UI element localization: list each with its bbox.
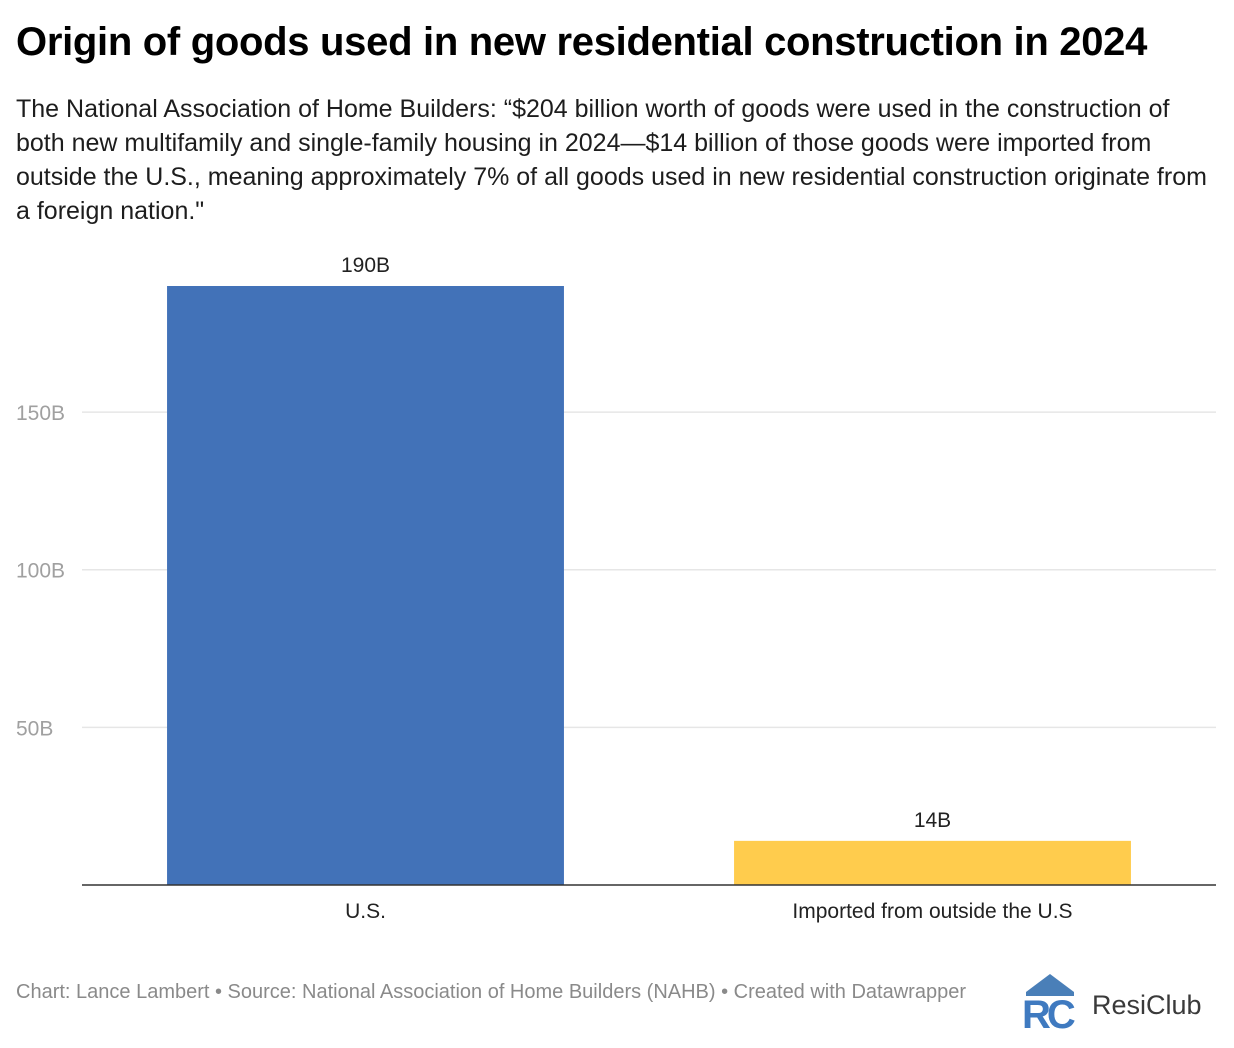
bar-chart: 50B 100B 150B 190B U.S. 14B Imported from outs… bbox=[16, 254, 1216, 923]
y-tick-label: 100B bbox=[16, 560, 65, 583]
chart-title: Origin of goods used in new residential … bbox=[16, 20, 1148, 64]
logo-mark: RC bbox=[1022, 993, 1075, 1030]
resiclub-logo: RC ResiClub bbox=[1020, 970, 1220, 1037]
logo-text: ResiClub bbox=[1092, 990, 1202, 1020]
x-category-label: Imported from outside the U.S bbox=[792, 900, 1072, 923]
chart-footer: Chart: Lance Lambert • Source: National … bbox=[16, 981, 966, 1003]
bar-value-label: 190B bbox=[341, 254, 390, 277]
bar bbox=[734, 840, 1131, 885]
y-tick-label: 150B bbox=[16, 402, 65, 425]
bar-value-label: 14B bbox=[914, 809, 951, 832]
resiclub-logo-icon: RC bbox=[1022, 974, 1079, 1037]
x-category-label: U.S. bbox=[345, 900, 386, 923]
bar bbox=[167, 286, 564, 885]
y-tick-label: 50B bbox=[16, 717, 53, 740]
chart-subtitle: The National Association of Home Builder… bbox=[16, 95, 1207, 225]
